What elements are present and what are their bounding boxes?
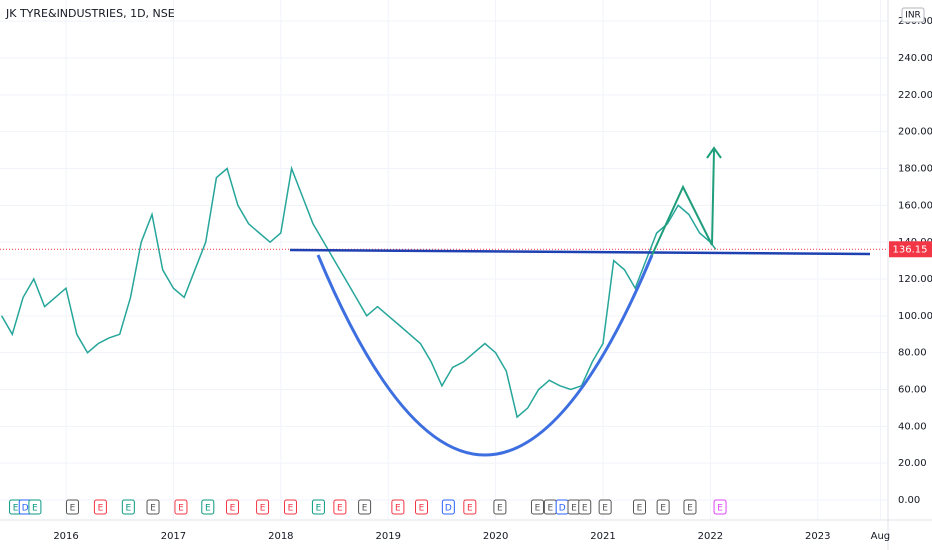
y-tick-label: 240.00 xyxy=(898,53,932,64)
arrow-head xyxy=(706,146,722,159)
x-tick-label: Aug xyxy=(871,531,891,542)
x-tick-label: 2022 xyxy=(698,531,723,542)
y-tick-label: 60.00 xyxy=(898,385,927,396)
event-label: E xyxy=(582,504,588,514)
event-marker xyxy=(391,499,405,515)
event-marker xyxy=(656,499,670,515)
x-tick-label: 2018 xyxy=(268,531,293,542)
event-label: E xyxy=(150,504,156,514)
cup-curve xyxy=(316,254,654,457)
event-label: E xyxy=(230,504,236,514)
last-price-badge xyxy=(889,241,932,258)
event-label: E xyxy=(13,504,19,514)
event-label: E xyxy=(717,504,723,514)
event-label: E xyxy=(535,504,541,514)
event-marker xyxy=(441,499,455,515)
event-label: D xyxy=(559,504,566,514)
event-marker xyxy=(174,499,188,515)
handle xyxy=(651,184,713,256)
y-tick-label: 180.00 xyxy=(898,164,932,175)
x-tick-label: 2019 xyxy=(375,531,400,542)
event-marker xyxy=(598,499,612,515)
currency-badge xyxy=(901,7,925,23)
event-label: E xyxy=(687,504,693,514)
event-marker xyxy=(283,499,297,515)
event-marker xyxy=(633,499,647,515)
y-tick-label: 220.00 xyxy=(898,90,932,101)
y-tick-label: 80.00 xyxy=(898,348,927,359)
event-marker xyxy=(415,499,429,515)
event-label: E xyxy=(419,504,425,514)
event-marker xyxy=(146,499,160,515)
event-label: E xyxy=(660,504,666,514)
axis-layer: 0.0020.0040.0060.0080.00100.00120.00140.… xyxy=(53,16,932,542)
currency: INR xyxy=(905,11,921,21)
event-marker xyxy=(93,499,107,515)
x-tick-label: 2020 xyxy=(483,531,508,542)
event-marker xyxy=(201,499,215,515)
event-label: E xyxy=(178,504,184,514)
event-label: E xyxy=(337,504,343,514)
y-tick-label: 200.00 xyxy=(898,127,932,138)
event-marker xyxy=(311,499,325,515)
event-marker xyxy=(65,499,79,515)
event-label: E xyxy=(125,504,131,514)
breakout-arrow xyxy=(711,149,715,246)
grid-layer xyxy=(0,0,888,520)
event-marker xyxy=(358,499,372,515)
y-tick-label: 20.00 xyxy=(898,458,927,469)
y-tick-label: 40.00 xyxy=(898,421,927,432)
event-marker xyxy=(333,499,347,515)
event-label: E xyxy=(70,504,76,514)
price-line xyxy=(0,165,717,419)
event-marker xyxy=(121,499,135,515)
event-label: E xyxy=(32,504,38,514)
event-label: E xyxy=(98,504,104,514)
event-label: E xyxy=(260,504,266,514)
event-marker xyxy=(256,499,270,515)
event-label: E xyxy=(395,504,401,514)
event-marker xyxy=(683,499,697,515)
event-label: E xyxy=(205,504,211,514)
neckline xyxy=(289,248,871,256)
event-label: D xyxy=(445,504,452,514)
y-tick-label: 0.00 xyxy=(898,495,920,506)
event-label: E xyxy=(362,504,368,514)
event-label: E xyxy=(637,504,643,514)
last-price-label: 136.15 xyxy=(893,244,928,255)
drawings xyxy=(289,146,871,457)
event-marker xyxy=(493,499,507,515)
event-label: E xyxy=(316,504,322,514)
event-label: E xyxy=(602,504,608,514)
event-marker xyxy=(530,499,544,515)
event-label: E xyxy=(571,504,577,514)
x-tick-label: 2016 xyxy=(53,531,78,542)
event-label: E xyxy=(548,504,554,514)
event-marker xyxy=(463,499,477,515)
x-tick-label: 2023 xyxy=(805,531,830,542)
chart-title: JK TYRE&INDUSTRIES, 1D, NSE xyxy=(5,7,175,20)
event-label: E xyxy=(497,504,503,514)
y-tick-label: 160.00 xyxy=(898,200,932,211)
event-marker xyxy=(28,499,42,515)
x-tick-label: 2021 xyxy=(590,531,615,542)
event-marker xyxy=(713,499,727,515)
y-tick-label: 120.00 xyxy=(898,274,932,285)
y-tick-label: 100.00 xyxy=(898,311,932,322)
event-label: E xyxy=(467,504,473,514)
event-label: E xyxy=(288,504,294,514)
event-marker xyxy=(225,499,239,515)
event-label: D xyxy=(22,504,29,514)
event-marker xyxy=(578,499,592,515)
x-tick-label: 2017 xyxy=(161,531,186,542)
